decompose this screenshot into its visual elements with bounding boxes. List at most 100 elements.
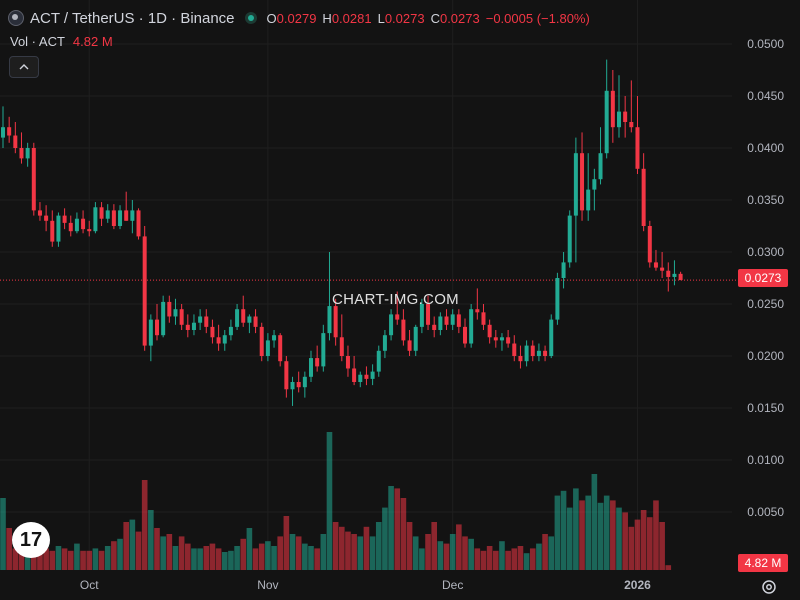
volume-bar: [160, 536, 166, 570]
volume-bar: [166, 534, 173, 570]
volume-bar: [289, 534, 296, 570]
volume-bar: [431, 522, 437, 570]
volume-bar: [412, 536, 419, 570]
time-axis[interactable]: Oct Nov Dec 2026: [80, 578, 651, 592]
volume-bar: [98, 550, 105, 570]
volume-bar: [111, 541, 117, 570]
volume-bar: [308, 546, 314, 570]
volume-bar: [117, 538, 123, 570]
close-value: 0.0273: [439, 10, 480, 26]
candle: [253, 309, 258, 334]
candle: [62, 208, 67, 230]
volume-bar: [665, 565, 672, 570]
volume-legend: Vol · ACT 4.82 M: [10, 34, 113, 49]
candle: [13, 122, 18, 154]
price-tick-label: 0.0300: [747, 245, 784, 259]
candle: [352, 356, 357, 386]
symbol-title[interactable]: ACT / TetherUS · 1D · Binance: [30, 9, 235, 27]
candle: [573, 137, 578, 263]
volume-bar: [49, 550, 56, 570]
candle: [450, 309, 455, 330]
volume-bar: [375, 522, 382, 570]
tradingview-logo[interactable]: 17: [12, 522, 50, 558]
candle: [666, 262, 671, 292]
candle: [309, 350, 313, 382]
candle: [536, 343, 541, 362]
candle: [87, 220, 92, 237]
watermark: CHART-IMG.COM: [332, 291, 459, 308]
candle: [604, 59, 609, 159]
candle: [241, 295, 246, 327]
candle: [444, 309, 449, 330]
candle: [617, 75, 621, 138]
volume-bar: [369, 536, 376, 570]
volume-bar: [517, 546, 524, 570]
candle: [130, 200, 135, 234]
volume-bar: [474, 548, 481, 570]
candle: [475, 288, 480, 320]
volume-bar: [37, 543, 43, 570]
candle: [623, 96, 628, 138]
volume-bar: [468, 538, 474, 570]
candle: [99, 202, 104, 226]
candle: [518, 345, 523, 369]
volume-bar: [406, 522, 413, 570]
volume-bar: [271, 546, 277, 570]
candle: [512, 335, 517, 362]
price-axis[interactable]: 0.0500 0.0450 0.0400 0.0350 0.0300 0.0250 0.02…: [747, 37, 784, 519]
candle: [426, 295, 431, 330]
volume-bar: [18, 546, 25, 570]
candle: [155, 304, 159, 341]
candle: [364, 366, 369, 386]
candle: [179, 304, 184, 330]
candle: [44, 205, 49, 232]
volume-bar: [67, 550, 74, 570]
candle: [333, 298, 338, 346]
volume-bar: [43, 548, 49, 570]
volume-bars: [0, 432, 672, 570]
volume-bar: [634, 519, 641, 570]
volume-bar: [529, 548, 536, 570]
gear-icon[interactable]: [760, 578, 778, 596]
price-tick-label: 0.0450: [747, 89, 784, 103]
volume-bar: [554, 495, 561, 570]
volume-bar: [511, 548, 518, 570]
candle: [93, 202, 98, 234]
candle: [339, 314, 344, 362]
volume-bar: [314, 548, 320, 570]
collapse-legend-button[interactable]: [9, 56, 39, 78]
candle: [167, 295, 172, 323]
volume-bar: [419, 548, 425, 570]
candle: [543, 345, 548, 362]
candle: [647, 220, 652, 268]
candle: [68, 215, 73, 237]
candle: [660, 252, 665, 278]
open-value: 0.0279: [276, 10, 317, 26]
candle: [136, 208, 141, 240]
market-status-icon: [244, 12, 257, 24]
volume-bar: [573, 488, 579, 570]
price-tick-label: 0.0400: [747, 141, 784, 155]
candle: [499, 333, 504, 351]
candle: [493, 330, 498, 348]
candle: [463, 318, 467, 348]
candle: [358, 371, 363, 388]
candle: [413, 324, 418, 356]
candle: [50, 210, 55, 247]
candle: [278, 333, 283, 367]
candle: [389, 309, 394, 341]
candle: [216, 324, 221, 351]
price-tick-label: 0.0200: [747, 349, 784, 363]
candle: [31, 142, 36, 216]
candle: [506, 330, 511, 348]
candle: [247, 314, 252, 334]
volume-bar: [394, 488, 401, 570]
candle: [74, 212, 79, 234]
volume-bar: [585, 495, 591, 570]
volume-bar: [203, 546, 210, 570]
volume-bar: [603, 495, 610, 570]
volume-bar: [80, 550, 86, 570]
volume-bar: [6, 528, 12, 570]
candle: [185, 314, 190, 338]
